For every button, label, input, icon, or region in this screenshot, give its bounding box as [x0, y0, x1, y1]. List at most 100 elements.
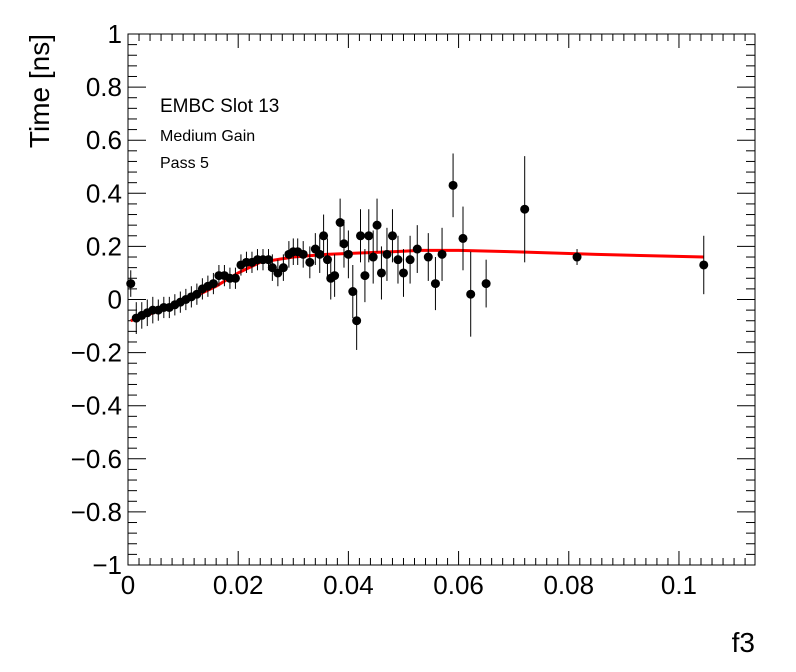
x-tick-label: 0.02: [213, 570, 264, 600]
point-marker: [230, 273, 240, 283]
data-point: [273, 259, 283, 287]
point-marker: [352, 316, 362, 326]
data-point: [466, 251, 476, 337]
y-tick-label: 1: [108, 19, 122, 49]
y-tick-label: −0.2: [71, 338, 122, 368]
point-marker: [356, 231, 366, 241]
axis-ticks: [127, 33, 755, 566]
data-point: [126, 270, 136, 297]
y-tick-label: −1: [92, 550, 122, 580]
point-marker: [322, 255, 332, 265]
data-point: [230, 267, 240, 289]
point-marker: [412, 244, 422, 254]
data-point: [520, 156, 530, 263]
point-marker: [405, 255, 415, 265]
point-marker: [481, 279, 491, 289]
point-marker: [278, 263, 288, 273]
point-marker: [448, 180, 458, 190]
point-marker: [263, 255, 273, 265]
y-tick-label: 0.4: [86, 178, 122, 208]
point-marker: [458, 233, 468, 243]
data-point: [458, 206, 468, 271]
y-tick-label: −0.4: [71, 391, 122, 421]
y-tick-label: 0.2: [86, 231, 122, 261]
point-marker: [376, 268, 386, 278]
data-point: [356, 209, 366, 263]
data-point: [305, 246, 315, 279]
data-point: [278, 254, 288, 281]
point-marker: [319, 231, 329, 241]
x-tick-label: 0.08: [543, 570, 594, 600]
point-marker: [398, 268, 408, 278]
point-marker: [423, 252, 433, 262]
x-axis-title: f3: [732, 627, 755, 658]
data-point: [481, 259, 491, 308]
annotation-gain: Medium Gain: [160, 128, 255, 145]
y-tick-label: 0.6: [86, 125, 122, 155]
point-marker: [699, 260, 709, 270]
annotation-slot: EMBC Slot 13: [160, 96, 279, 117]
data-point: [393, 235, 403, 284]
data-point: [437, 227, 447, 281]
data-point: [430, 257, 440, 311]
data-point: [208, 272, 218, 295]
point-marker: [208, 279, 218, 289]
data-point: [372, 198, 382, 252]
data-point: [322, 238, 332, 281]
point-marker: [520, 204, 530, 214]
point-marker: [372, 220, 382, 230]
data-point: [315, 235, 325, 273]
point-marker: [387, 231, 397, 241]
point-marker: [466, 289, 476, 299]
x-tick-label: 0.06: [433, 570, 484, 600]
y-tick-label: 0: [108, 285, 122, 315]
data-point: [448, 153, 458, 218]
point-marker: [330, 271, 340, 281]
data-point: [360, 249, 370, 303]
y-axis-title: Time [ns]: [24, 34, 55, 148]
point-marker: [382, 249, 392, 259]
point-marker: [335, 218, 345, 228]
point-marker: [305, 257, 315, 267]
data-point: [343, 230, 353, 279]
y-tick-label: 0.8: [86, 72, 122, 102]
x-tick-label: 0.04: [323, 570, 374, 600]
x-tick-label: 0: [121, 570, 135, 600]
data-point: [382, 227, 392, 281]
tick-labels: 0 0.02 0.04 0.06 0.08 0.1 −1 −0.8 −0.6 −0.4 −0.2 0 0…: [71, 19, 697, 600]
point-marker: [315, 249, 325, 259]
point-marker: [126, 279, 136, 289]
data-point: [339, 219, 349, 268]
data-point: [398, 249, 408, 297]
point-marker: [368, 252, 378, 262]
point-marker: [437, 249, 447, 259]
point-marker: [393, 255, 403, 265]
data-points: [126, 153, 709, 350]
data-point: [376, 246, 386, 300]
data-point: [319, 214, 329, 258]
data-point: [387, 209, 397, 263]
point-marker: [343, 249, 353, 259]
point-marker: [348, 287, 358, 297]
point-marker: [364, 231, 374, 241]
annotation-pass: Pass 5: [160, 155, 209, 172]
data-point: [330, 254, 340, 297]
data-point: [298, 241, 308, 268]
data-point: [364, 209, 374, 263]
point-marker: [360, 271, 370, 281]
x-tick-label: 0.1: [661, 570, 697, 600]
point-marker: [430, 279, 440, 289]
data-point: [405, 235, 415, 284]
point-marker: [572, 252, 582, 262]
point-marker: [298, 249, 308, 259]
data-point: [335, 198, 345, 247]
data-point: [352, 291, 362, 350]
y-tick-label: −0.6: [71, 444, 122, 474]
data-point: [368, 230, 378, 284]
data-point: [699, 235, 709, 295]
data-point: [572, 249, 582, 265]
point-marker: [339, 239, 349, 249]
y-tick-label: −0.8: [71, 497, 122, 527]
data-point: [423, 233, 433, 281]
